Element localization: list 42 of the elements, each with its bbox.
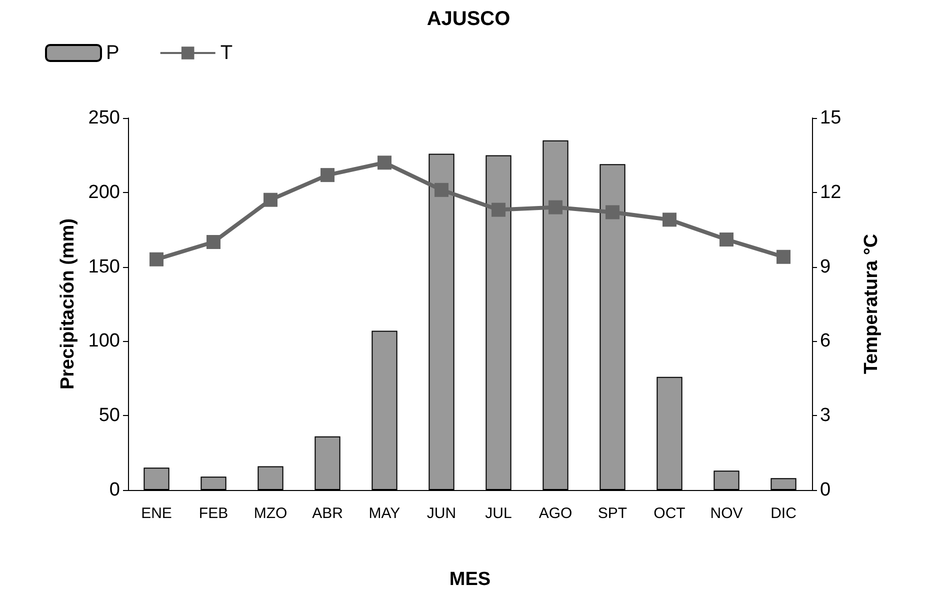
point — [492, 202, 506, 217]
point — [548, 200, 562, 214]
x-tick-label: FEB — [198, 505, 228, 522]
x-tick-label: NOV — [710, 505, 743, 522]
x-tick-label: DIC — [770, 505, 797, 522]
point — [662, 212, 676, 227]
x-tick-label: JUL — [485, 505, 512, 522]
x-tick-label: JUN — [426, 505, 456, 522]
legend-label: T — [220, 42, 233, 64]
y2-axis-title: Temperatura °C — [861, 234, 882, 374]
x-tick-label: SPT — [598, 505, 628, 522]
point — [320, 168, 334, 182]
point — [264, 192, 278, 207]
y-tick-label: 50 — [98, 405, 120, 426]
x-tick-label: MZO — [254, 505, 288, 522]
point — [720, 232, 734, 247]
y2-tick-label: 0 — [820, 480, 831, 500]
y2-tick-label: 9 — [820, 256, 831, 278]
legend-label: P — [106, 42, 120, 64]
point — [434, 182, 448, 197]
x-tick-label: ABR — [312, 505, 344, 522]
y2-tick-label: 6 — [820, 330, 831, 352]
y-tick-label: 200 — [88, 182, 120, 203]
y-tick-label: 0 — [109, 480, 120, 500]
x-tick-label: MAY — [368, 505, 400, 522]
x-tick-label: ENE — [141, 505, 172, 522]
y-axis-title: Precipitación (mm) — [57, 218, 78, 390]
x-axis-title: MES — [449, 569, 491, 590]
x-tick-label: AGO — [538, 505, 572, 522]
point — [206, 235, 220, 249]
y2-tick-label: 3 — [820, 405, 831, 426]
point — [378, 156, 392, 170]
point — [150, 252, 164, 266]
chart-title: AJUSCO — [426, 8, 510, 30]
point — [776, 250, 790, 264]
y2-tick-label: 12 — [820, 182, 842, 203]
point — [606, 205, 620, 220]
y-tick-label: 100 — [88, 330, 120, 352]
y-tick-label: 150 — [88, 256, 120, 278]
y2-tick-label: 15 — [820, 108, 842, 128]
x-tick-label: OCT — [654, 505, 686, 522]
y-tick-label: 250 — [88, 108, 120, 128]
